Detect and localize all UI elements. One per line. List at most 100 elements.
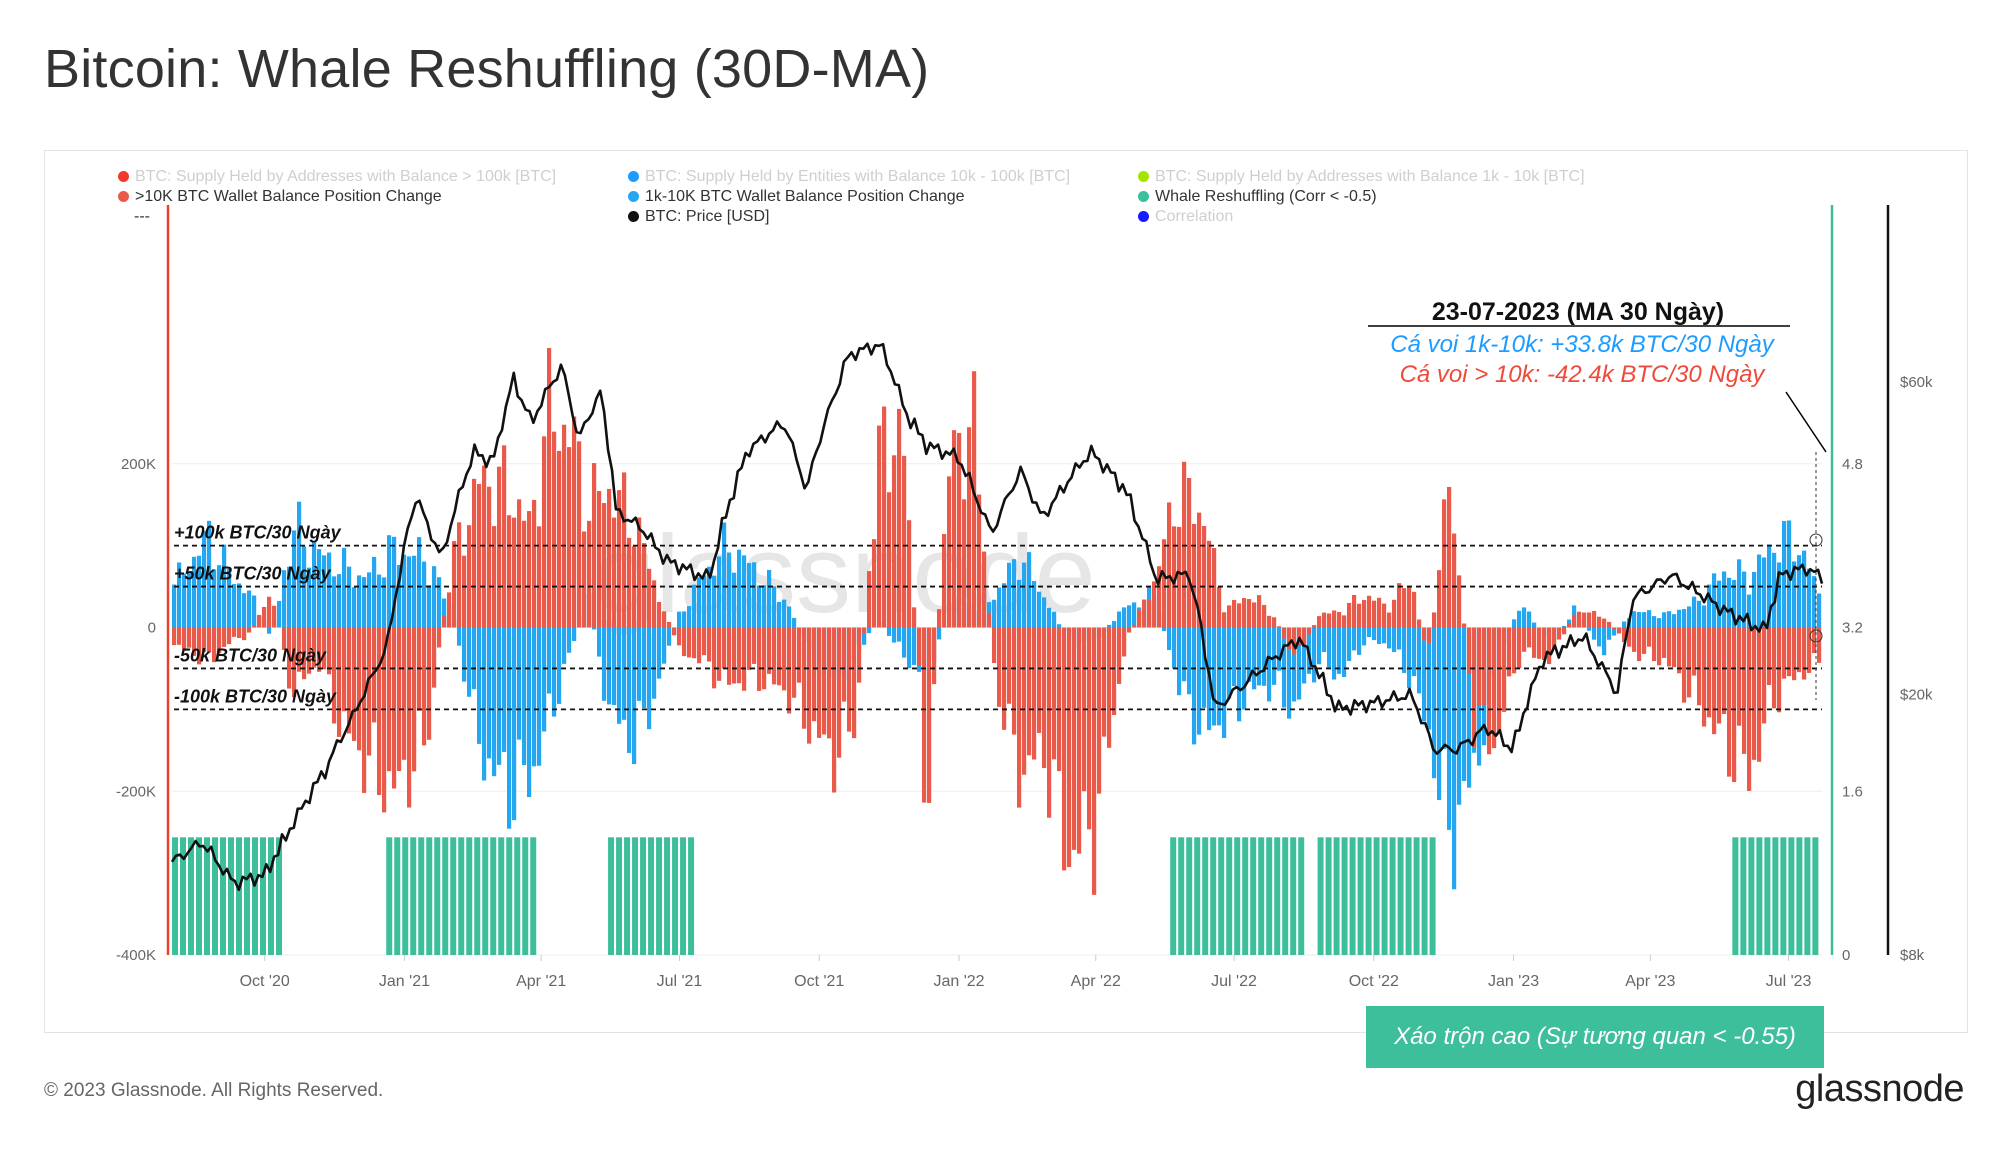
annotation-pointer bbox=[1785, 391, 1827, 453]
bar-10k bbox=[1737, 627, 1742, 726]
bar-10k bbox=[1617, 627, 1622, 634]
bar-10k bbox=[477, 484, 482, 628]
bar-10k bbox=[872, 539, 877, 628]
bar-10k bbox=[1007, 627, 1012, 704]
bar-10k bbox=[942, 534, 947, 628]
bar-1k-10k bbox=[1717, 580, 1722, 628]
mid-tick-label: 3.2 bbox=[1842, 620, 1863, 637]
bar-10k bbox=[757, 627, 762, 691]
bar-1k-10k bbox=[337, 574, 342, 628]
bar-10k bbox=[1287, 627, 1292, 650]
legend-item-btc-price[interactable]: BTC: Price [USD] bbox=[628, 208, 769, 226]
bar-10k bbox=[917, 627, 922, 666]
bar-1k-10k bbox=[767, 569, 772, 628]
bar-10k bbox=[1482, 627, 1487, 706]
bar-1k-10k bbox=[422, 561, 427, 628]
bar-10k bbox=[1117, 627, 1122, 684]
bar-1k-10k bbox=[1522, 607, 1527, 628]
bar-10k bbox=[1527, 627, 1532, 648]
bar-10k bbox=[387, 627, 392, 772]
bar-1k-10k bbox=[1707, 584, 1712, 628]
bar-10k bbox=[537, 526, 542, 628]
legend-item-supply-100k[interactable]: BTC: Supply Held by Addresses with Balan… bbox=[118, 168, 556, 186]
legend-item-correlation[interactable]: Correlation bbox=[1138, 208, 1233, 226]
bar-1k-10k bbox=[787, 606, 792, 628]
bar-1k-10k bbox=[1677, 609, 1682, 628]
bar-1k-10k bbox=[677, 611, 682, 628]
bar-10k bbox=[1607, 621, 1612, 628]
bar-10k bbox=[592, 463, 597, 628]
bar-1k-10k bbox=[392, 536, 397, 628]
bar-1k-10k bbox=[567, 627, 572, 653]
bar-1k-10k bbox=[652, 627, 657, 699]
bar-10k bbox=[1437, 570, 1442, 628]
bar-10k bbox=[1752, 627, 1757, 760]
bar-1k-10k bbox=[312, 541, 317, 628]
bar-1k-10k bbox=[1427, 627, 1432, 730]
reshuffling-bar bbox=[458, 837, 465, 955]
bar-10k bbox=[992, 627, 997, 663]
threshold-label: -100k BTC/30 Ngày bbox=[174, 686, 337, 706]
reshuffling-bar bbox=[276, 837, 282, 955]
bar-1k-10k bbox=[1422, 627, 1427, 722]
bar-1k-10k bbox=[1657, 618, 1662, 628]
legend-item-10k-change[interactable]: >10K BTC Wallet Balance Position Change bbox=[118, 188, 442, 206]
bar-10k bbox=[842, 627, 847, 702]
reshuffling-bar bbox=[1780, 837, 1787, 955]
reshuffling-bar bbox=[1274, 837, 1281, 955]
bar-10k bbox=[172, 627, 177, 646]
bar-10k bbox=[1312, 625, 1317, 628]
bar-10k bbox=[1612, 627, 1617, 629]
bar-1k-10k bbox=[997, 587, 1002, 628]
bar-10k bbox=[1332, 610, 1337, 628]
bar-1k-10k bbox=[462, 627, 467, 682]
bar-1k-10k bbox=[1127, 605, 1132, 628]
legend-item-1k-10k-change[interactable]: 1k-10K BTC Wallet Balance Position Chang… bbox=[628, 188, 965, 206]
bar-1k-10k bbox=[702, 575, 707, 628]
bar-1k-10k bbox=[1532, 622, 1537, 628]
bar-10k bbox=[867, 571, 872, 628]
bar-1k-10k bbox=[1357, 627, 1362, 655]
bar-10k bbox=[1252, 602, 1257, 628]
bar-1k-10k bbox=[367, 572, 372, 628]
legend-item-supply-1k-10k[interactable]: BTC: Supply Held by Addresses with Balan… bbox=[1138, 168, 1585, 186]
bar-10k bbox=[487, 486, 492, 628]
bar-10k bbox=[187, 627, 192, 648]
bar-1k-10k bbox=[747, 563, 752, 628]
bar-10k bbox=[1142, 599, 1147, 628]
bar-1k-10k bbox=[597, 627, 602, 657]
bar-1k-10k bbox=[1662, 612, 1667, 628]
bar-1k-10k bbox=[442, 598, 447, 628]
bar-10k bbox=[1087, 627, 1092, 830]
reshuffling-bar bbox=[1748, 837, 1755, 955]
bar-1k-10k bbox=[1002, 583, 1007, 628]
right-tick-label: $60k bbox=[1900, 374, 1933, 391]
legend-dashes: --- bbox=[134, 208, 150, 225]
bar-10k bbox=[762, 627, 767, 690]
bar-1k-10k bbox=[662, 627, 667, 664]
bar-1k-10k bbox=[1347, 627, 1352, 661]
bar-1k-10k bbox=[1632, 611, 1637, 628]
mid-tick-label: 1.6 bbox=[1842, 783, 1863, 800]
bar-10k bbox=[412, 627, 417, 772]
bar-1k-10k bbox=[707, 566, 712, 628]
bar-1k-10k bbox=[732, 572, 737, 628]
bar-1k-10k bbox=[907, 627, 912, 669]
bar-10k bbox=[222, 627, 227, 647]
bar-10k bbox=[1407, 585, 1412, 628]
bar-10k bbox=[1692, 627, 1697, 676]
legend-item-supply-10k-100k[interactable]: BTC: Supply Held by Entities with Balanc… bbox=[628, 168, 1070, 186]
bar-1k-10k bbox=[892, 627, 897, 643]
bar-10k bbox=[1057, 627, 1062, 772]
bar-1k-10k bbox=[512, 627, 517, 821]
bar-1k-10k bbox=[502, 627, 507, 752]
bar-1k-10k bbox=[1312, 627, 1317, 683]
bar-10k bbox=[512, 517, 517, 628]
bar-1k-10k bbox=[332, 576, 337, 628]
bar-1k-10k bbox=[542, 627, 547, 732]
bar-1k-10k bbox=[562, 627, 567, 664]
bar-1k-10k bbox=[207, 520, 212, 628]
bar-10k bbox=[1047, 627, 1052, 818]
legend-item-whale-reshuffling[interactable]: Whale Reshuffling (Corr < -0.5) bbox=[1138, 188, 1377, 206]
